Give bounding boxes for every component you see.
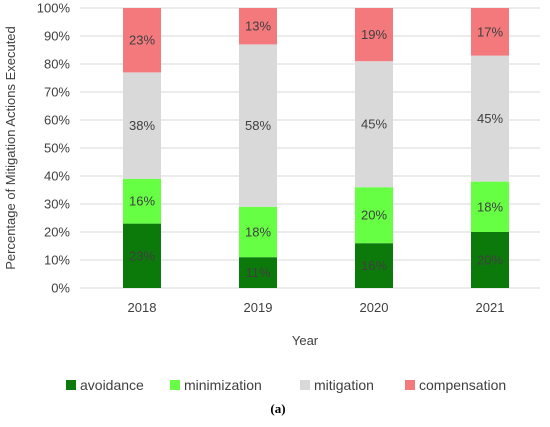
- legend: avoidance minimization mitigation compensat…: [66, 377, 506, 393]
- bar-segment-avoidance: [355, 243, 393, 288]
- data-label: 13%: [245, 19, 271, 34]
- y-tick-label: 90%: [44, 29, 70, 44]
- bar-segment-minimization: [239, 206, 277, 258]
- data-label: 23%: [129, 248, 155, 263]
- y-tick-label: 60%: [44, 113, 70, 128]
- y-tick-label: 40%: [44, 169, 70, 184]
- legend-label: avoidance: [80, 377, 144, 393]
- x-axis-title: Year: [292, 333, 319, 348]
- x-tick-label: 2021: [476, 300, 505, 315]
- data-label: 11%: [245, 265, 270, 280]
- data-label: 45%: [477, 111, 503, 126]
- bar-segment-avoidance: [123, 223, 161, 288]
- bar-segment-mitigation: [355, 61, 393, 188]
- legend-item-mitigation: mitigation: [300, 377, 374, 393]
- legend-label: compensation: [419, 377, 506, 393]
- bar-segment-avoidance: [471, 232, 509, 288]
- legend-swatch: [170, 380, 180, 390]
- data-label: 16%: [129, 194, 155, 209]
- bars: 23% 16% 38% 23% 11% 18% 58% 13% 16% 20% 45% 19% 20% 1…: [123, 8, 509, 288]
- y-tick-label: 10%: [44, 253, 70, 268]
- y-tick-label: 0%: [51, 281, 70, 296]
- legend-item-minimization: minimization: [170, 377, 262, 393]
- y-tick-label: 30%: [44, 197, 70, 212]
- bar-segment-compensation: [239, 8, 277, 45]
- data-label: 58%: [245, 118, 271, 133]
- legend-label: mitigation: [314, 377, 374, 393]
- data-label: 45%: [361, 117, 387, 132]
- bar-segment-minimization: [355, 187, 393, 244]
- legend-item-compensation: compensation: [405, 377, 506, 393]
- legend-swatch: [405, 380, 415, 390]
- data-label: 23%: [129, 33, 155, 48]
- bar-segment-mitigation: [239, 44, 277, 207]
- x-tick-label: 2020: [360, 300, 389, 315]
- figure-caption: (a): [270, 401, 285, 416]
- bar-segment-avoidance: [239, 257, 277, 288]
- x-tick-label: 2019: [244, 300, 273, 315]
- y-tick-label: 20%: [44, 225, 70, 240]
- bar-segment-compensation: [471, 8, 509, 56]
- data-label: 16%: [361, 258, 387, 273]
- bar-segment-mitigation: [123, 72, 161, 179]
- legend-item-avoidance: avoidance: [66, 377, 144, 393]
- y-tick-label: 70%: [44, 85, 70, 100]
- y-axis-title: Percentage of Mitigation Actions Execute…: [3, 26, 18, 270]
- y-axis-ticks: 0% 10% 20% 30% 40% 50% 60% 70% 80% 90% 100%: [37, 1, 71, 296]
- bar-segment-minimization: [471, 181, 509, 232]
- data-label: 18%: [245, 225, 271, 240]
- y-tick-label: 100%: [37, 1, 71, 16]
- bar-segment-compensation: [355, 8, 393, 62]
- legend-swatch: [66, 380, 76, 390]
- legend-label: minimization: [184, 377, 262, 393]
- x-tick-label: 2018: [128, 300, 157, 315]
- data-label: 19%: [361, 27, 387, 42]
- legend-swatch: [300, 380, 310, 390]
- data-label: 38%: [129, 118, 155, 133]
- bar-segment-minimization: [123, 178, 161, 224]
- bar-segment-compensation: [123, 8, 161, 73]
- data-label: 20%: [477, 253, 503, 268]
- y-tick-label: 50%: [44, 141, 70, 156]
- x-axis-ticks: 2018 2019 2020 2021: [128, 300, 505, 315]
- y-tick-label: 80%: [44, 57, 70, 72]
- bar-segment-mitigation: [471, 55, 509, 182]
- data-label: 18%: [477, 199, 503, 214]
- data-label: 17%: [477, 24, 503, 39]
- data-label: 20%: [361, 208, 387, 223]
